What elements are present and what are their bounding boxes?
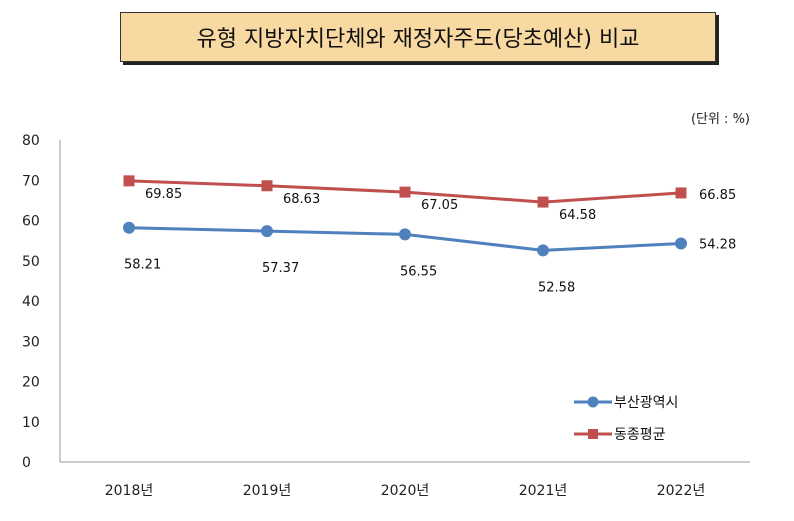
data-labels: 58.21 57.37 56.55 52.58 54.28 69.85 68.63 67.05…	[124, 187, 736, 296]
y-tick-label: 50	[22, 254, 40, 270]
x-tick-labels: 2018년 2019년 2020년 2021년 2022년	[105, 483, 706, 499]
x-tick-label: 2018년	[105, 483, 154, 499]
chart-title-box: 유형 지방자치단체와 재정자주도(당초예산) 비교	[120, 12, 716, 62]
data-point	[399, 228, 411, 241]
chart-title: 유형 지방자치단체와 재정자주도(당초예산) 비교	[196, 27, 640, 52]
x-tick-label: 2021년	[519, 483, 568, 499]
data-label: 56.55	[400, 264, 437, 279]
y-tick-label: 20	[22, 375, 40, 391]
y-tick-label: 0	[22, 455, 31, 471]
y-tick-label: 40	[22, 294, 40, 310]
data-point	[123, 175, 135, 187]
y-tick-labels: 0 10 20 30 40 50 60 70 80	[22, 133, 40, 471]
data-point	[537, 244, 549, 257]
series-group	[123, 175, 687, 257]
data-point	[675, 187, 687, 199]
legend-label: 부산광역시	[614, 395, 678, 411]
data-point	[261, 180, 273, 192]
data-label: 52.58	[538, 280, 575, 295]
data-point	[537, 196, 549, 208]
data-label: 57.37	[262, 261, 299, 276]
legend-marker	[588, 429, 598, 439]
data-label: 69.85	[145, 187, 182, 202]
y-tick-label: 30	[22, 334, 40, 350]
y-tick-label: 70	[22, 173, 40, 189]
data-point	[675, 237, 687, 250]
data-label: 68.63	[283, 192, 320, 207]
y-tick-label: 60	[22, 214, 40, 230]
legend-label: 동종평균	[614, 427, 666, 443]
data-label: 58.21	[124, 258, 161, 273]
x-tick-label: 2020년	[381, 483, 430, 499]
legend-marker	[587, 396, 599, 408]
data-label: 54.28	[699, 238, 736, 253]
data-label: 66.85	[699, 188, 736, 203]
x-tick-label: 2022년	[657, 483, 706, 499]
data-point	[261, 225, 273, 238]
x-tick-label: 2019년	[243, 483, 292, 499]
data-label: 67.05	[421, 198, 458, 213]
data-point	[123, 221, 135, 234]
y-tick-label: 10	[22, 415, 40, 431]
data-point	[399, 186, 411, 198]
data-label: 64.58	[559, 208, 596, 223]
unit-label: (단위 : %)	[690, 112, 750, 127]
y-tick-label: 80	[22, 133, 40, 149]
